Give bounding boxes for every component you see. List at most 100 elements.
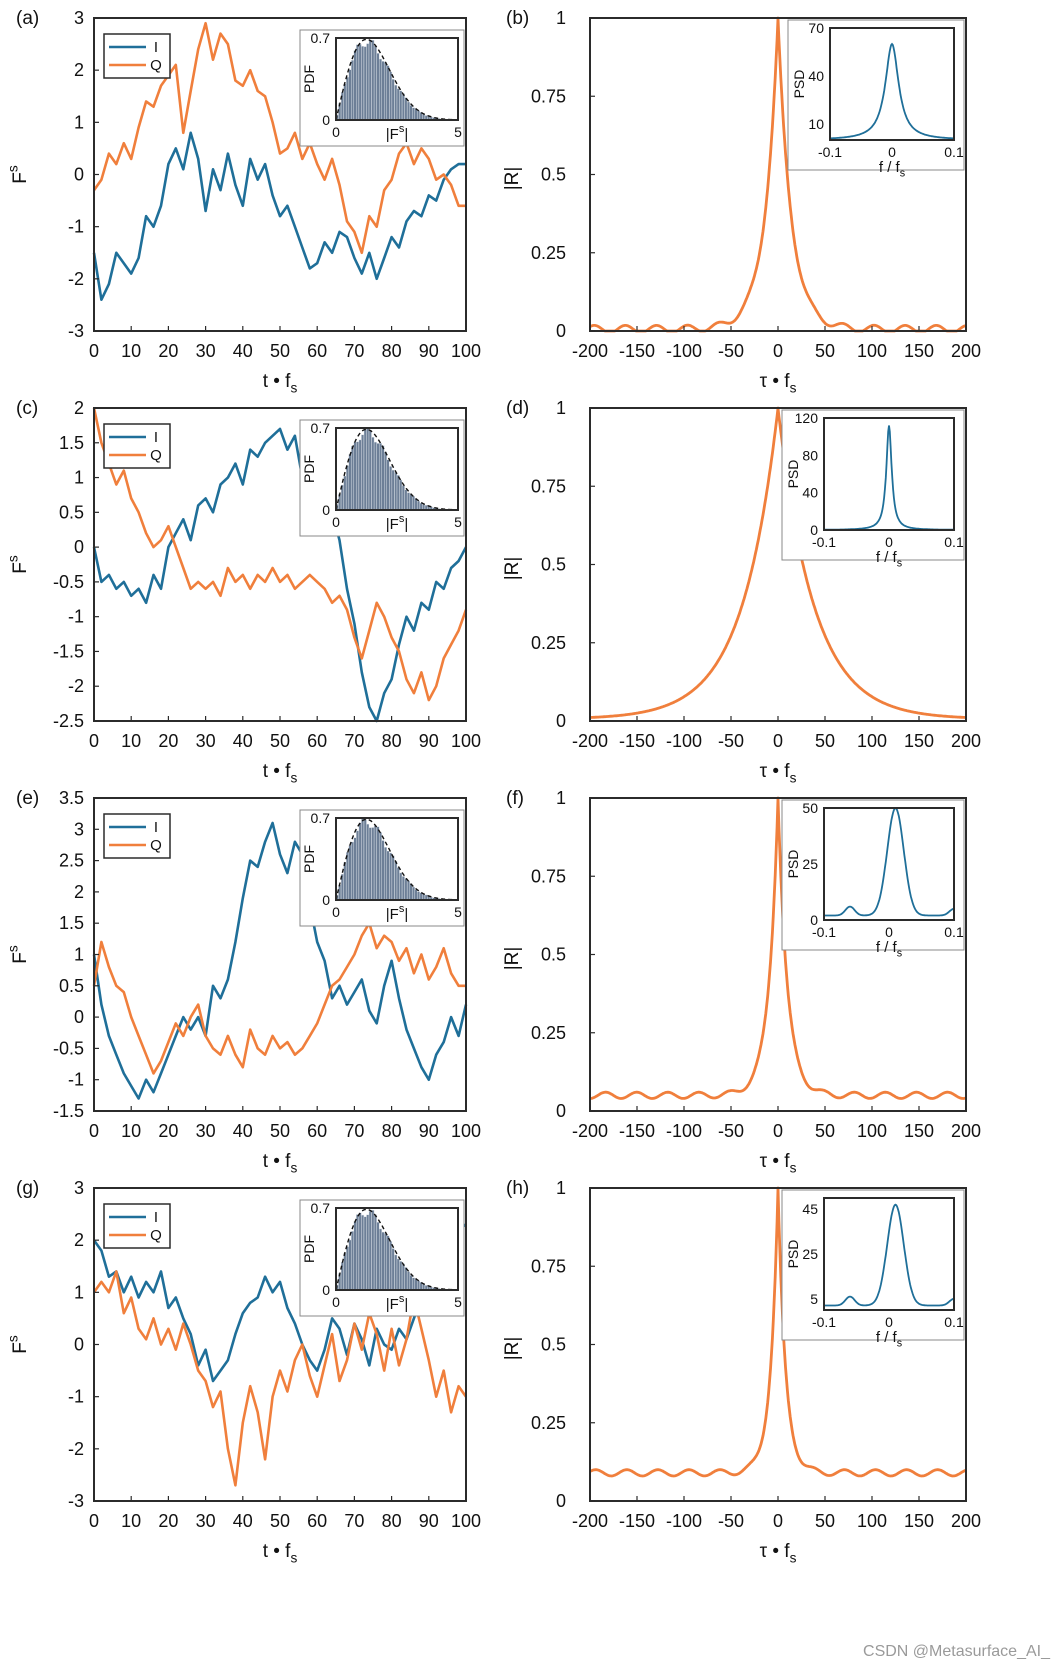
y-tick-label: -2.5 (53, 711, 84, 731)
histogram-bar (376, 53, 380, 121)
histogram-bar (396, 88, 400, 121)
inset-xlabel-script: s (897, 948, 903, 960)
x-axis-label-script: s (790, 1161, 797, 1176)
inset-frame (335, 427, 459, 511)
y-tick-label: 2 (74, 398, 84, 418)
histogram-bar (412, 496, 415, 511)
inset-background (787, 19, 965, 171)
histogram-bar (394, 1254, 398, 1291)
x-axis-label-main: τ • f (760, 371, 791, 392)
inset-x-tick-label: 0 (332, 1294, 340, 1310)
inset-y-tick-label: 0.7 (311, 810, 331, 826)
x-tick-label: 80 (382, 1121, 402, 1141)
x-tick-label: 70 (344, 1121, 364, 1141)
x-tick-label: 20 (158, 341, 178, 361)
inset-y-tick-label: 0 (810, 912, 818, 928)
x-tick-label: 0 (89, 1121, 99, 1141)
histogram-bar (366, 43, 370, 121)
x-tick-label: 80 (382, 341, 402, 361)
legend-label-I: I (154, 819, 158, 836)
histogram-bar (361, 1214, 365, 1291)
inset-xlabel: |Fs| (386, 513, 408, 533)
inset-x-tick-label: 0 (885, 924, 893, 940)
x-tick-label: 40 (233, 1511, 253, 1531)
histogram-bar (401, 1263, 405, 1291)
inset-x-tick-label: 5 (454, 904, 462, 920)
histogram-bar (404, 878, 408, 901)
panel-label: (a) (16, 8, 39, 29)
psd-line (824, 806, 955, 917)
x-tick-label: 20 (158, 731, 178, 751)
inset-frame (335, 817, 459, 901)
x-tick-label: 150 (904, 731, 934, 751)
legend-label-I: I (154, 39, 158, 56)
y-axis-label-script: s (5, 945, 20, 952)
inset-xlabel: f / fs (879, 159, 906, 180)
psd-line (830, 42, 954, 140)
inset-x-tick-label: -0.1 (812, 1314, 836, 1330)
y-axis-label: |R| (502, 167, 523, 191)
rayleigh-fit-line (335, 428, 458, 511)
histogram-bar (373, 825, 377, 901)
histogram-bar (368, 430, 372, 511)
x-tick-label: -200 (572, 1121, 608, 1141)
legend-box (103, 423, 171, 469)
histogram-bar (379, 58, 382, 121)
histogram-bar (407, 1271, 410, 1291)
x-tick-label: 100 (451, 1511, 481, 1531)
x-tick-label: 50 (815, 341, 835, 361)
y-tick-label: 0 (556, 321, 566, 341)
y-tick-label: -3 (68, 321, 84, 341)
y-tick-label: -2 (68, 1439, 84, 1459)
histogram-bar (358, 822, 362, 901)
histogram-bar (379, 443, 382, 511)
y-tick-label: 0 (556, 1101, 566, 1121)
inset-ylabel: PSD (791, 70, 807, 99)
histogram-bar (399, 90, 403, 121)
y-axis-label-main: F (10, 952, 31, 964)
inset-background (781, 1189, 965, 1341)
inset-xlabel-main: f / f (879, 159, 901, 176)
y-tick-label: -0.5 (53, 1038, 84, 1058)
histogram-bar (381, 61, 385, 121)
histogram-bar (356, 441, 359, 511)
histogram-bar (386, 1235, 390, 1291)
x-tick-label: 150 (904, 341, 934, 361)
inset-xlabel-main: f / f (876, 1329, 898, 1346)
x-axis-label-script: s (290, 381, 297, 396)
y-tick-label: -3 (68, 1491, 84, 1511)
panel-label: (f) (506, 788, 524, 809)
inset-x-tick-label: -0.1 (818, 144, 842, 160)
inset-xlabel: |Fs| (386, 1293, 408, 1313)
histogram-bar (391, 855, 395, 901)
inset-xlabel-script: s (897, 1338, 903, 1350)
histogram-bar (366, 1214, 370, 1291)
y-tick-label: 0.25 (531, 1413, 566, 1433)
inset-frame (829, 27, 955, 141)
y-tick-label: 0.75 (531, 1256, 566, 1276)
x-tick-label: -50 (718, 1121, 744, 1141)
y-tick-label: 1.5 (59, 913, 84, 933)
histogram-bar (343, 475, 347, 511)
x-tick-label: 50 (270, 1511, 290, 1531)
histogram-bar (417, 891, 420, 901)
histogram-bar (409, 883, 413, 901)
x-tick-label: 100 (857, 1121, 887, 1141)
inset-ylabel: PDF (301, 1235, 317, 1263)
histogram-bar (358, 43, 362, 121)
y-tick-label: 1 (74, 112, 84, 132)
inset-xlabel-end: | (404, 126, 408, 143)
histogram-bar (401, 485, 405, 511)
inset-xlabel: f / fs (876, 549, 903, 570)
y-tick-label: 0.5 (59, 502, 84, 522)
x-tick-label: -200 (572, 1511, 608, 1531)
x-axis-label: t • fs (263, 1541, 298, 1566)
panel-label: (e) (16, 788, 39, 809)
x-tick-label: 0 (773, 341, 783, 361)
histogram-bar (373, 1214, 377, 1291)
x-axis-label-script: s (290, 771, 297, 786)
